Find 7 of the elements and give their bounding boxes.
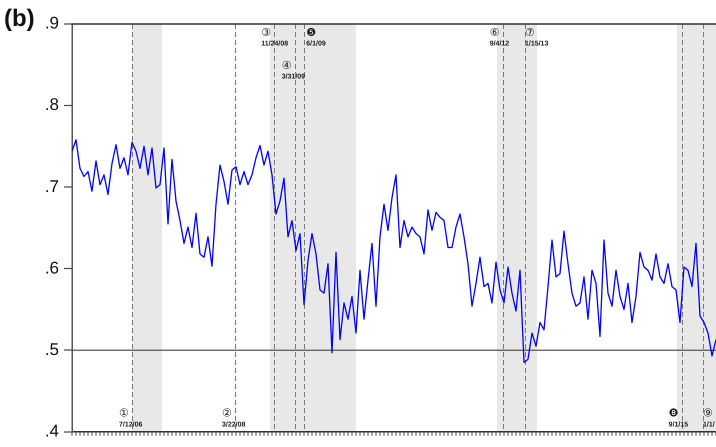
- chart-title: (b): [4, 5, 35, 32]
- y-tick-label: .8: [44, 95, 59, 114]
- y-tick-label: .5: [44, 340, 59, 359]
- y-tick-label: .6: [44, 258, 59, 278]
- y-tick-label: .7: [44, 176, 59, 196]
- y-tick-label: .4: [44, 421, 59, 440]
- y-tick-label: .9: [44, 14, 59, 33]
